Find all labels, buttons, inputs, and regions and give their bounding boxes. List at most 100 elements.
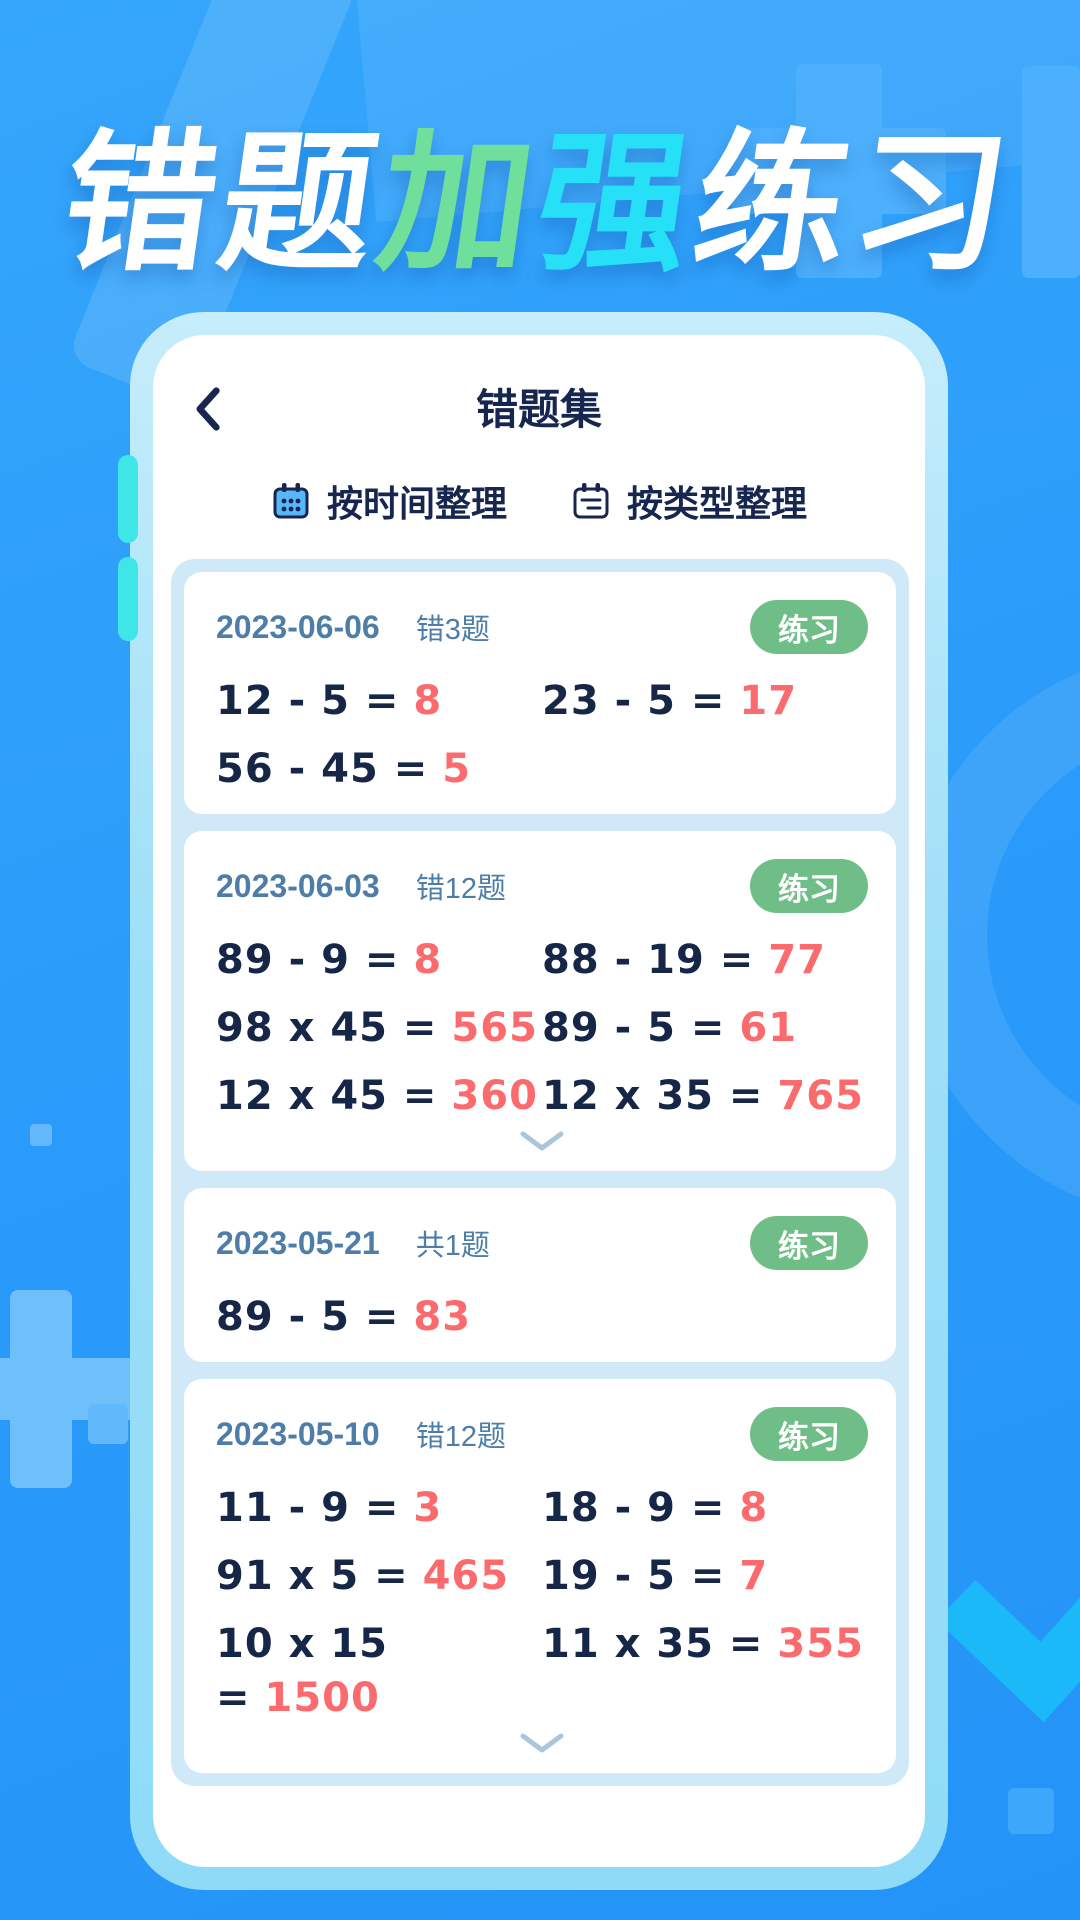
- problem-answer: 77: [768, 937, 826, 983]
- expand-group-button[interactable]: [216, 1131, 868, 1153]
- checkmark-shape: [938, 1579, 1080, 1723]
- problem-question: 91 x 5 =: [216, 1553, 409, 1599]
- group-date: 2023-05-21: [216, 1224, 380, 1261]
- problem-answer: 565: [451, 1005, 538, 1051]
- problem-answer: 17: [739, 678, 798, 724]
- problem-question: 88 - 19 =: [542, 937, 755, 983]
- title-part: 加: [368, 119, 550, 289]
- phone-side-button: [118, 557, 138, 641]
- problem-answer: 8: [413, 678, 443, 724]
- title-part: 练习: [684, 119, 1024, 289]
- wrong-question-group[interactable]: 2023-06-03 错12题 练习 89 - 9 = 8 88 - 19 = 77…: [184, 831, 896, 1171]
- plus-shape: [732, 128, 946, 214]
- problem-question: 56 - 45 =: [216, 746, 429, 792]
- problem-item: 88 - 19 = 77: [542, 933, 868, 987]
- square-decoration: [1008, 1788, 1054, 1834]
- problem-item: 12 - 5 = 8: [216, 674, 542, 728]
- problem-question: 89 - 5 =: [542, 1005, 726, 1051]
- chevron-left-icon: [196, 387, 220, 431]
- group-header: 2023-05-10 错12题 练习: [216, 1407, 868, 1461]
- wrong-question-group[interactable]: 2023-05-10 错12题 练习 11 - 9 = 3 18 - 9 = 8 9…: [184, 1379, 896, 1773]
- problem-item: 11 - 9 = 3: [216, 1481, 542, 1535]
- wrong-question-group[interactable]: 2023-05-21 共1题 练习 89 - 5 = 83: [184, 1188, 896, 1362]
- problem-item: 12 x 35 = 765: [542, 1069, 868, 1123]
- problem-grid: 89 - 5 = 83: [216, 1290, 868, 1344]
- problem-answer: 5: [442, 746, 472, 792]
- problem-item: 19 - 5 = 7: [542, 1549, 868, 1603]
- chevron-down-icon: [520, 1131, 564, 1151]
- group-header: 2023-06-03 错12题 练习: [216, 859, 868, 913]
- problem-question: 10 x 15 =: [216, 1621, 388, 1721]
- problem-item: 91 x 5 = 465: [216, 1549, 542, 1603]
- square-decoration: [88, 1404, 128, 1444]
- practice-button[interactable]: 练习: [750, 1407, 868, 1461]
- group-header: 2023-05-21 共1题 练习: [216, 1216, 868, 1270]
- app-screen: 错题集 按时间整理: [153, 335, 925, 1867]
- problem-item: 11 x 35 = 355: [542, 1617, 868, 1725]
- tab-label: 按类型整理: [627, 483, 808, 524]
- problem-answer: 355: [777, 1621, 864, 1667]
- nav-bar: 错题集: [153, 381, 925, 445]
- problem-item: 89 - 9 = 8: [216, 933, 542, 987]
- practice-button[interactable]: 练习: [750, 1216, 868, 1270]
- problem-answer: 8: [413, 937, 443, 983]
- problem-question: 89 - 5 =: [216, 1294, 400, 1340]
- phone-side-button: [118, 455, 138, 543]
- problem-grid: 12 - 5 = 8 23 - 5 = 17 56 - 45 = 5: [216, 674, 868, 796]
- problem-question: 11 - 9 =: [216, 1485, 400, 1531]
- problem-answer: 3: [413, 1485, 443, 1531]
- tab-sort-by-type[interactable]: 按类型整理: [571, 475, 807, 527]
- calendar-dots-icon: [273, 483, 309, 519]
- group-count-badge: 错12题: [415, 873, 506, 905]
- problem-item: 23 - 5 = 17: [542, 674, 868, 728]
- problem-question: 12 x 45 =: [216, 1073, 438, 1119]
- problem-item: 18 - 9 = 8: [542, 1481, 868, 1535]
- expand-group-button[interactable]: [216, 1733, 868, 1755]
- wrong-question-list: 2023-06-06 错3题 练习 12 - 5 = 8 23 - 5 = 17 5…: [171, 559, 909, 1786]
- problem-item: 89 - 5 = 61: [542, 1001, 868, 1055]
- group-count-badge: 共1题: [415, 1230, 490, 1262]
- wrong-question-group[interactable]: 2023-06-06 错3题 练习 12 - 5 = 8 23 - 5 = 17 5…: [184, 572, 896, 814]
- bar-decoration: [1022, 66, 1080, 278]
- problem-answer: 765: [777, 1073, 864, 1119]
- screen-title: 错题集: [475, 386, 602, 433]
- problem-item: 89 - 5 = 83: [216, 1290, 542, 1344]
- group-date: 2023-05-10: [216, 1415, 380, 1452]
- sort-tabs: 按时间整理 按类型整理: [153, 475, 925, 527]
- group-date: 2023-06-03: [216, 867, 380, 904]
- problem-question: 12 x 35 =: [542, 1073, 764, 1119]
- problem-answer: 83: [413, 1294, 472, 1340]
- problem-answer: 1500: [264, 1675, 380, 1721]
- problem-question: 12 - 5 =: [216, 678, 400, 724]
- problem-grid: 11 - 9 = 3 18 - 9 = 8 91 x 5 = 465 19 - 5 =…: [216, 1481, 868, 1725]
- group-date: 2023-06-06: [216, 608, 380, 645]
- page-title: 错题加强练习: [0, 80, 1080, 300]
- problem-question: 19 - 5 =: [542, 1553, 726, 1599]
- square-decoration: [30, 1124, 52, 1146]
- problem-answer: 360: [451, 1073, 538, 1119]
- practice-button[interactable]: 练习: [750, 600, 868, 654]
- tab-sort-by-time[interactable]: 按时间整理: [271, 475, 507, 527]
- tab-label: 按时间整理: [326, 483, 507, 524]
- chevron-down-icon: [520, 1733, 564, 1753]
- problem-question: 89 - 9 =: [216, 937, 400, 983]
- problem-answer: 465: [422, 1553, 510, 1599]
- problem-answer: 8: [739, 1485, 769, 1531]
- back-button[interactable]: [187, 383, 231, 435]
- title-part: 错题: [52, 119, 392, 289]
- problem-question: 18 - 9 =: [542, 1485, 726, 1531]
- problem-answer: 7: [739, 1553, 769, 1599]
- problem-grid: 89 - 9 = 8 88 - 19 = 77 98 x 45 = 565 89 - …: [216, 933, 868, 1123]
- group-count-badge: 错3题: [415, 614, 490, 646]
- problem-item: 56 - 45 = 5: [216, 742, 542, 796]
- problem-item: 10 x 15 = 1500: [216, 1617, 542, 1725]
- problem-item: 98 x 45 = 565: [216, 1001, 542, 1055]
- practice-button[interactable]: 练习: [750, 859, 868, 913]
- problem-answer: 61: [739, 1005, 798, 1051]
- calendar-lines-icon: [573, 483, 609, 519]
- problem-question: 98 x 45 =: [216, 1005, 438, 1051]
- phone-frame: 错题集 按时间整理: [130, 312, 948, 1890]
- problem-question: 11 x 35 =: [542, 1621, 764, 1667]
- group-count-badge: 错12题: [415, 1421, 506, 1453]
